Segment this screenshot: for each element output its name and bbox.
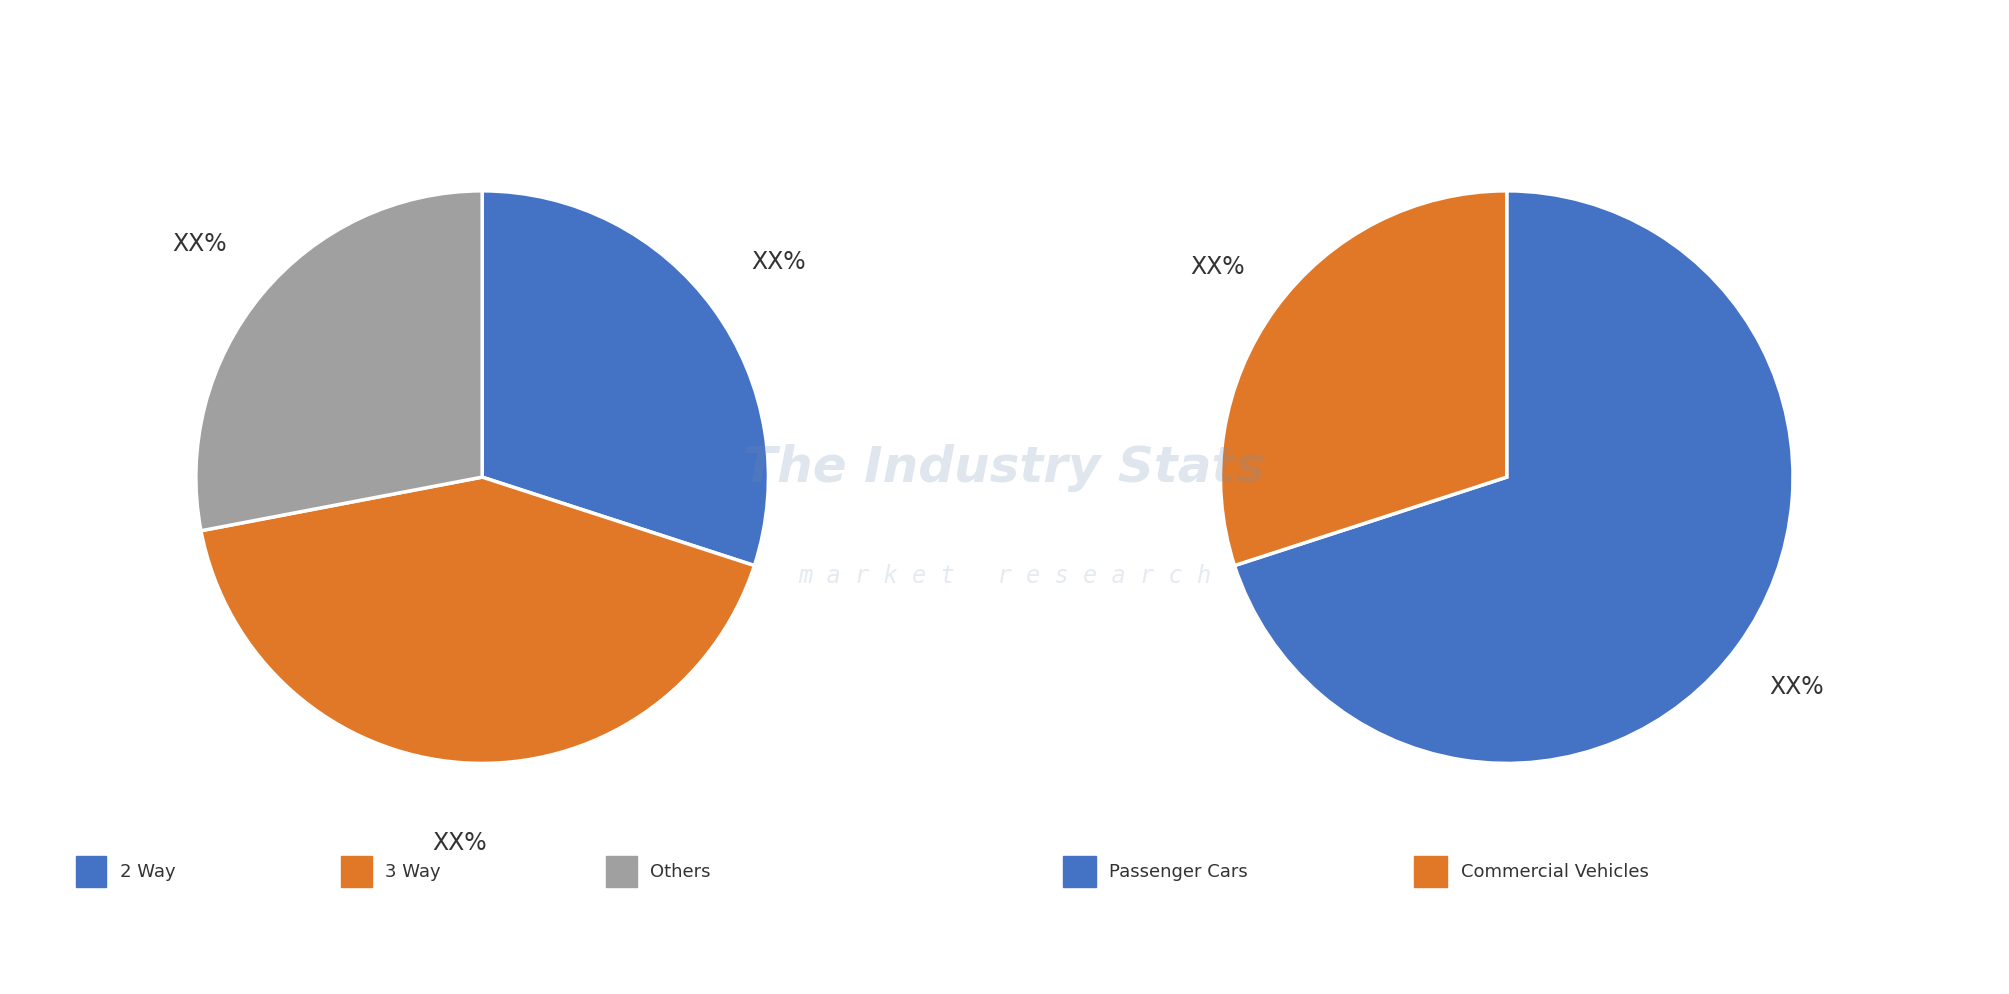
Wedge shape (1221, 191, 1507, 566)
Text: Commercial Vehicles: Commercial Vehicles (1461, 863, 1649, 881)
Wedge shape (1234, 191, 1792, 763)
Bar (342, 857, 372, 887)
Bar (76, 857, 106, 887)
Wedge shape (197, 191, 482, 531)
Text: Passenger Cars: Passenger Cars (1109, 863, 1248, 881)
Text: Fig. Global Coolant Flow Control Valve Market Share by Product Types & Applicati: Fig. Global Coolant Flow Control Valve M… (24, 39, 1344, 67)
Text: 3 Way: 3 Way (386, 863, 440, 881)
Wedge shape (482, 191, 767, 566)
Text: XX%: XX% (1189, 254, 1244, 278)
Bar (607, 857, 637, 887)
Bar (1063, 857, 1095, 887)
Text: m a r k e t   r e s e a r c h: m a r k e t r e s e a r c h (798, 564, 1211, 587)
Text: 2 Way: 2 Way (121, 863, 175, 881)
Bar (1414, 857, 1446, 887)
Text: The Industry Stats: The Industry Stats (743, 444, 1266, 492)
Text: Email: sales@theindustrystats.com: Email: sales@theindustrystats.com (840, 947, 1169, 966)
Text: Others: Others (651, 863, 711, 881)
Text: XX%: XX% (432, 831, 486, 855)
Text: Website: www.theindustrystats.com: Website: www.theindustrystats.com (1647, 947, 1989, 966)
Text: XX%: XX% (173, 232, 227, 255)
Text: Source: Theindustrystats Analysis: Source: Theindustrystats Analysis (20, 947, 340, 966)
Text: XX%: XX% (1770, 676, 1824, 700)
Wedge shape (201, 477, 755, 763)
Text: XX%: XX% (751, 249, 806, 273)
